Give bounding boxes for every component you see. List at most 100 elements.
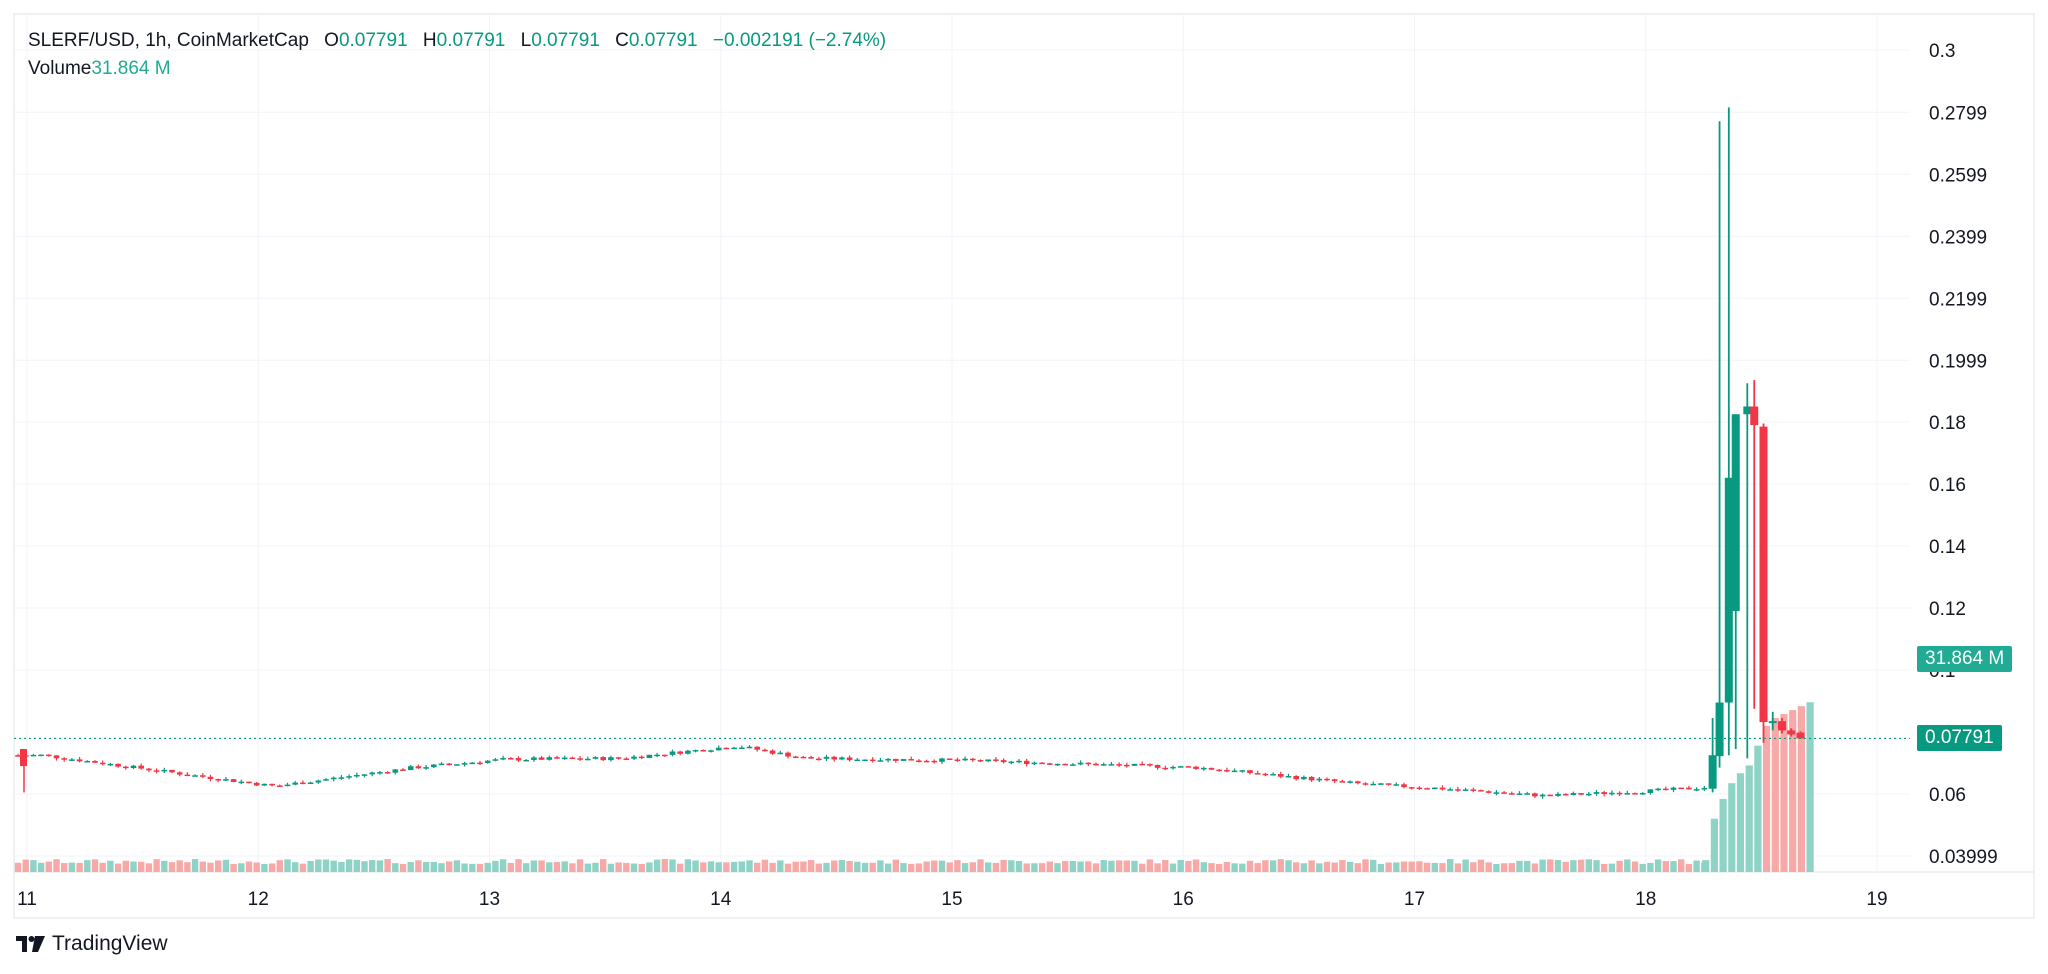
candle-body <box>53 755 60 759</box>
volume-bar <box>515 859 522 872</box>
candle-body <box>600 757 606 761</box>
volume-bar <box>1524 860 1531 872</box>
volume-bar <box>908 863 915 872</box>
last-price-badge: 0.07791 <box>1917 725 2002 751</box>
candle-body <box>46 754 52 757</box>
volume-bar <box>1370 859 1377 872</box>
volume-bar <box>461 863 468 872</box>
volume-bar <box>1624 859 1631 872</box>
candle-body <box>161 769 168 772</box>
candle-body <box>1316 778 1323 781</box>
candle-body <box>1347 781 1353 783</box>
time-axis[interactable]: 11 12 13 14 15 16 17 18 19 <box>17 889 1887 910</box>
candle-body <box>1759 426 1768 723</box>
candlesticks <box>15 107 1805 799</box>
candle-body <box>1750 406 1759 426</box>
volume-bar <box>1762 725 1771 872</box>
candle-body <box>1262 773 1269 776</box>
candle-body <box>230 779 237 783</box>
volume-bar <box>1608 863 1616 872</box>
candle-body <box>662 754 668 757</box>
volume-bar <box>22 859 29 872</box>
candle-body <box>1639 792 1646 795</box>
candle-body <box>1239 770 1246 772</box>
candle-body <box>1532 793 1538 797</box>
candle-body <box>515 758 522 761</box>
volume-bar <box>1223 861 1231 872</box>
volume-bar <box>176 860 183 872</box>
y-tick-label: 0.06 <box>1929 785 1966 806</box>
candle-body <box>99 762 106 765</box>
candle-body <box>893 758 899 761</box>
candle-body <box>1254 773 1261 775</box>
symbol-title[interactable]: SLERF/USD, 1h, CoinMarketCap <box>28 30 309 51</box>
tradingview-logo[interactable]: TradingView <box>16 932 168 956</box>
candle-body <box>561 757 568 760</box>
candle-body <box>1154 765 1161 768</box>
candle-body <box>777 752 784 755</box>
volume-bar <box>1485 862 1492 872</box>
volume-bar <box>1231 863 1238 872</box>
volume-bar <box>1054 863 1061 872</box>
volume-bar <box>130 861 137 872</box>
candle-body <box>800 756 807 759</box>
volume-bar <box>576 859 584 872</box>
candle-body <box>477 762 483 765</box>
candle-body <box>1439 787 1446 790</box>
volume-bar <box>430 861 437 872</box>
candle-body <box>962 758 968 761</box>
volume-bar <box>1323 861 1331 872</box>
candle-body <box>407 766 414 771</box>
volume-bar <box>1754 745 1762 872</box>
candle-body <box>1570 793 1577 796</box>
volume-bar <box>1069 860 1077 872</box>
candle-body <box>238 781 245 784</box>
candle-body <box>1054 763 1061 766</box>
candle-body <box>169 769 175 773</box>
candle-body <box>1555 793 1561 796</box>
volume-bar <box>777 860 784 872</box>
volume-legend: Volume31.864 M <box>28 55 171 83</box>
volume-bar <box>1362 859 1369 872</box>
volume-bar <box>600 859 607 872</box>
volume-bar <box>915 863 923 872</box>
volume-bar <box>1780 714 1788 872</box>
candle-body <box>1593 792 1600 794</box>
volume-bar <box>307 860 314 872</box>
volume-bar <box>1300 863 1308 872</box>
volume-bar <box>923 861 930 872</box>
candle-body <box>854 759 861 762</box>
volume-bar <box>1539 859 1546 872</box>
candle-body <box>300 782 306 785</box>
candle-body <box>454 764 460 766</box>
candle-body <box>1131 763 1138 766</box>
volume-bar <box>1702 860 1710 872</box>
candle-body <box>1331 779 1338 782</box>
volume-bar <box>954 860 961 872</box>
candle-body <box>346 776 352 778</box>
candle-body <box>1796 732 1805 739</box>
candle-body <box>292 782 298 785</box>
candle-body <box>1768 721 1777 724</box>
volume-bar <box>384 859 391 872</box>
candle-body <box>1601 792 1607 795</box>
price-axis[interactable]: 0.3 0.2799 0.2599 0.2399 0.2199 0.1999 0.18 0.1… <box>1929 41 1998 868</box>
volume-bar <box>615 862 622 872</box>
candle-body <box>15 755 21 757</box>
volume-bar <box>215 860 222 872</box>
close-value: 0.07791 <box>628 30 698 51</box>
volume-bar <box>1789 710 1797 872</box>
candle-body <box>1424 788 1430 790</box>
candle-body <box>392 769 399 773</box>
volume-bar <box>1670 861 1677 872</box>
y-tick-label: 0.12 <box>1929 599 1966 620</box>
volume-bar <box>1647 862 1654 872</box>
volume-bar <box>869 862 876 872</box>
volume-bar <box>207 862 214 872</box>
candle-body <box>184 774 191 777</box>
x-tick-label: 13 <box>479 889 500 910</box>
volume-bar <box>14 862 22 872</box>
volume-label[interactable]: Volume <box>28 58 92 79</box>
candle-body <box>438 763 445 766</box>
